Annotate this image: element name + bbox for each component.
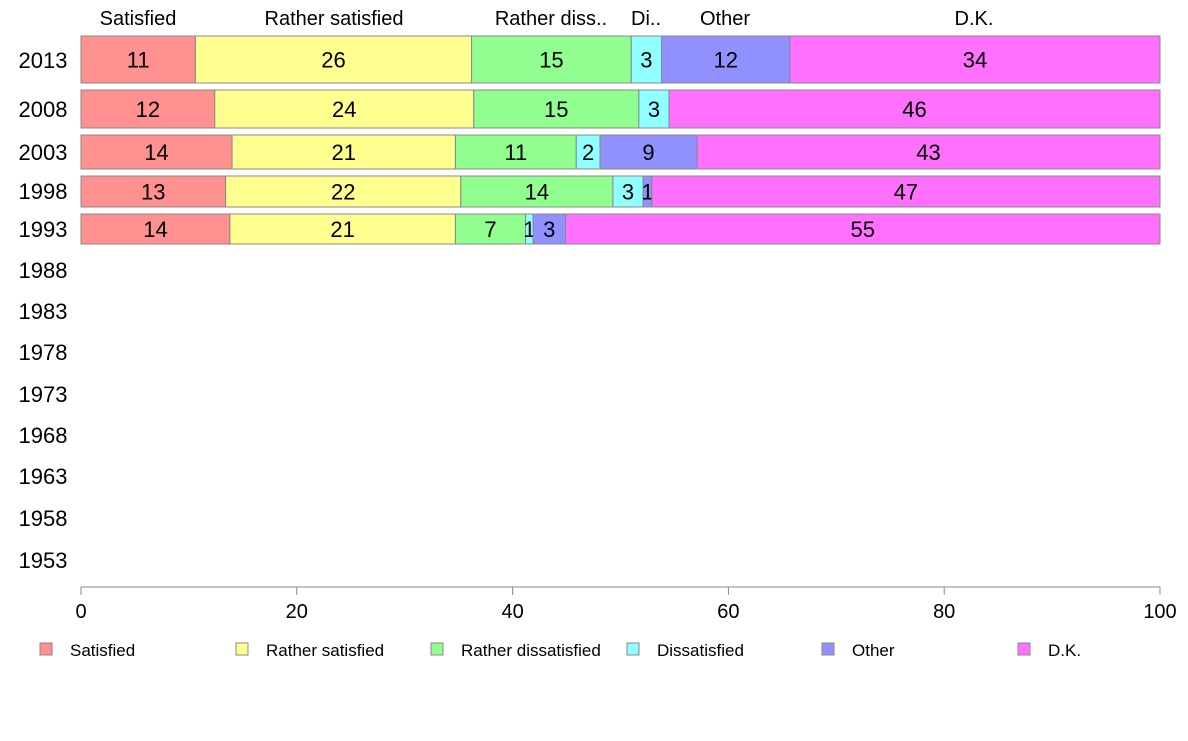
bar-segment-rather-dissatisfied-1998	[460, 175, 614, 208]
data-label: 7	[484, 217, 496, 242]
bar-segment-rather-satisfied-2003	[231, 134, 456, 170]
y-tick-label: 2003	[19, 140, 68, 165]
data-label: 47	[894, 180, 918, 205]
data-label: 13	[141, 180, 165, 205]
legend-label: Rather dissatisfied	[461, 641, 601, 660]
data-label: 24	[332, 97, 356, 122]
data-label: 3	[648, 97, 660, 122]
bar-segment-satisfied-2003	[80, 134, 233, 170]
data-label: 43	[916, 140, 940, 165]
legend-swatch	[39, 642, 53, 656]
legend-swatch	[626, 642, 640, 656]
data-label: 55	[850, 217, 874, 242]
bar-segment-rather-satisfied-1998	[225, 175, 462, 208]
y-tick-label: 1998	[19, 179, 68, 204]
y-tick-label: 2013	[19, 48, 68, 73]
data-label: 15	[539, 48, 563, 73]
data-label: 3	[622, 180, 634, 205]
bar-segment-rather-dissatisfied-2003	[454, 134, 577, 170]
legend-swatch	[1017, 642, 1031, 656]
data-label: 3	[640, 48, 652, 73]
bar-segment-satisfied-1993	[80, 213, 231, 245]
legend-label: Rather satisfied	[266, 641, 384, 660]
x-tick-label: 40	[501, 601, 523, 623]
y-tick-label: 1978	[19, 340, 68, 365]
column-header: Di..	[631, 8, 661, 30]
data-label: 26	[321, 48, 345, 73]
legend-label: Other	[852, 641, 895, 660]
bar-segment-other-2003	[599, 134, 698, 170]
bar-segment-satisfied-1998	[80, 175, 227, 208]
x-tick-label: 0	[75, 601, 86, 623]
y-tick-label: 2008	[19, 97, 68, 122]
bar-segment-rather-satisfied-2008	[214, 89, 475, 129]
bar-segment-other-1993	[532, 213, 566, 245]
y-tick-label: 1993	[19, 217, 68, 242]
bar-segment-d-k--1998	[651, 175, 1161, 208]
bar-segment-rather-satisfied-1993	[229, 213, 456, 245]
y-tick-label: 1983	[19, 299, 68, 324]
data-label: 12	[713, 48, 737, 73]
bar-segment-d-k--1993	[564, 213, 1161, 245]
data-label: 21	[331, 140, 355, 165]
data-label: 21	[330, 217, 354, 242]
data-label: 15	[544, 97, 568, 122]
data-label: 9	[642, 140, 654, 165]
bar-segment-satisfied-2013	[80, 35, 196, 84]
data-label: 12	[136, 97, 160, 122]
y-tick-label: 1988	[19, 258, 68, 283]
data-label: 11	[127, 48, 150, 73]
column-header: Satisfied	[100, 8, 177, 30]
bar-segment-dissatisfied-2008	[638, 89, 670, 129]
bar-segment-rather-dissatisfied-2013	[471, 35, 632, 84]
x-tick-label: 60	[717, 601, 739, 623]
bar-segment-satisfied-2008	[80, 89, 216, 129]
y-tick-label: 1968	[19, 423, 68, 448]
bar-segment-d-k--2003	[696, 134, 1161, 170]
bar-segment-d-k--2008	[668, 89, 1161, 129]
data-label: 14	[144, 140, 168, 165]
data-label: 34	[963, 48, 987, 73]
data-label: 46	[902, 97, 926, 122]
data-label: 1	[523, 217, 535, 242]
data-label: 2	[582, 140, 594, 165]
column-header: Rather diss..	[495, 8, 607, 30]
bar-segment-rather-satisfied-2013	[194, 35, 473, 84]
legend-label: D.K.	[1048, 641, 1081, 660]
legend-label: Satisfied	[70, 641, 135, 660]
data-label: 1	[641, 180, 653, 205]
column-header: Rather satisfied	[265, 8, 404, 30]
y-tick-label: 1973	[19, 382, 68, 407]
legend-swatch	[430, 642, 444, 656]
data-label: 14	[525, 180, 549, 205]
x-tick-label: 80	[933, 601, 955, 623]
x-tick-label: 20	[286, 601, 308, 623]
bar-segment-other-2013	[661, 35, 791, 84]
bar-segment-rather-dissatisfied-2008	[473, 89, 640, 129]
y-tick-label: 1963	[19, 464, 68, 489]
data-label: 11	[504, 140, 527, 165]
data-label: 22	[331, 180, 355, 205]
data-label: 3	[543, 217, 555, 242]
column-header: D.K.	[955, 8, 994, 30]
legend-swatch	[821, 642, 835, 656]
y-tick-label: 1958	[19, 506, 68, 531]
y-tick-label: 1953	[19, 548, 68, 573]
column-header: Other	[700, 8, 750, 30]
data-label: 14	[143, 217, 167, 242]
bar-segment-d-k--2013	[789, 35, 1161, 84]
legend-label: Dissatisfied	[657, 641, 744, 660]
legend-swatch	[235, 642, 249, 656]
x-tick-label: 100	[1143, 601, 1176, 623]
